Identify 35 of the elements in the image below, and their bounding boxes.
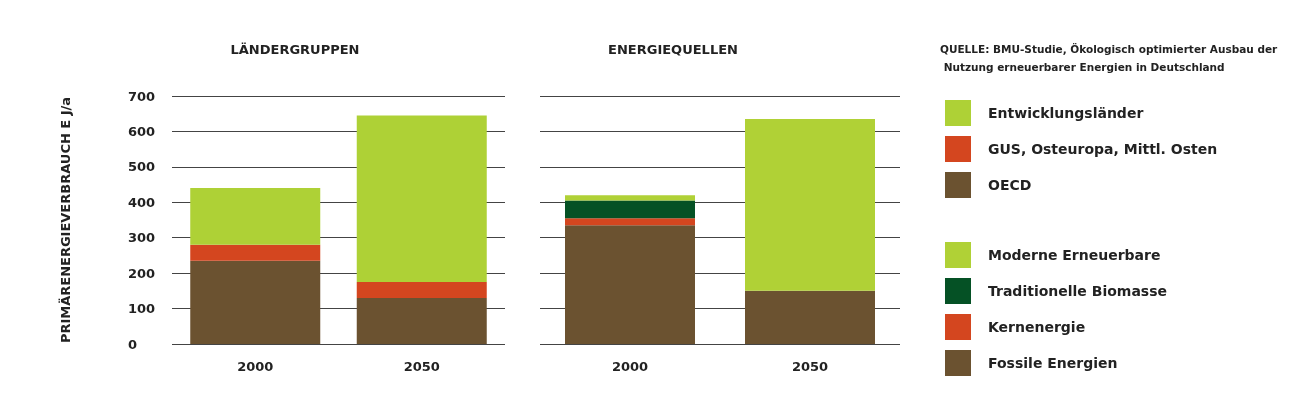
legend-label: Kernenergie	[988, 319, 1086, 335]
legend-label: Traditionelle Biomasse	[988, 283, 1168, 299]
y-tick-label: 500	[128, 159, 156, 175]
bar	[565, 218, 695, 226]
bar	[190, 188, 321, 245]
y-axis-title: PRIMÄRENERGIEVERBRAUCH E J/a	[58, 96, 73, 344]
legend-label: Fossile Energien	[988, 355, 1118, 371]
bar	[190, 244, 321, 261]
x-tick-label: 2050	[791, 359, 829, 374]
legend-label: Moderne Erneuerbare	[988, 247, 1161, 263]
bar	[565, 225, 695, 344]
source-note: QUELLE: BMU-Studie, Ökologisch optimierter Ausbau der Nutzung erneuerbarer Energien in Deutschland	[940, 42, 1279, 73]
bar	[356, 297, 487, 344]
y-tick-label: 300	[128, 230, 156, 246]
y-tick-label: 400	[128, 194, 156, 210]
bar	[745, 119, 875, 291]
legend-label: OECD	[988, 177, 1032, 193]
chart-title: LÄNDERGRUPPEN	[230, 42, 360, 57]
bar	[565, 200, 695, 219]
bar	[190, 260, 321, 344]
x-tick-label: 2000	[237, 359, 274, 374]
legend-label: GUS, Osteuropa, Mittl. Osten	[988, 141, 1218, 157]
chart-title: ENERGIEQUELLEN	[608, 42, 738, 57]
y-tick-label: 700	[128, 88, 156, 104]
y-tick-label: 600	[128, 123, 156, 139]
legend-label: Entwicklungsländer	[988, 105, 1144, 121]
y-tick-label: 200	[128, 265, 156, 281]
y-tick-label: 100	[128, 301, 156, 317]
bar	[565, 195, 695, 201]
x-tick-label: 2050	[403, 359, 440, 374]
y-tick-label: 0	[128, 336, 138, 352]
bar	[356, 282, 487, 298]
x-tick-label: 2000	[611, 359, 649, 374]
bar	[356, 115, 487, 282]
bar	[745, 290, 875, 344]
